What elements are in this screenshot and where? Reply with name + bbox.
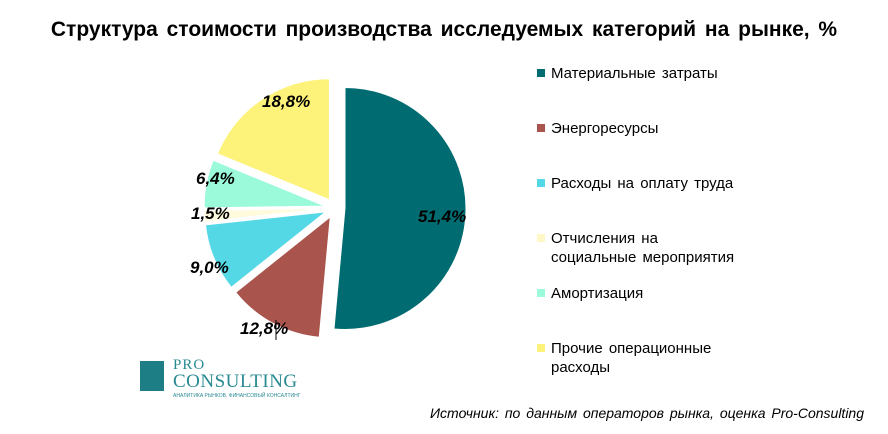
slice-label-3: 9,0% — [190, 258, 229, 277]
logo-pro-text: PRO — [173, 357, 206, 373]
slice-label-6: 18,8% — [262, 92, 310, 111]
logo-mark-icon — [140, 361, 164, 391]
slice-label-2: 12,8% — [240, 319, 288, 338]
legend-label-6: Прочие операционные расходы — [551, 340, 712, 376]
pie-slice-5 — [203, 159, 326, 209]
legend-item-4: Отчисления на социальные мероприятия — [537, 229, 734, 267]
slice-label-4: 1,5% — [191, 204, 230, 223]
legend-swatch-3 — [537, 179, 545, 187]
legend-item-6: Прочие операционные расходы — [537, 339, 711, 377]
pie-slice-3 — [204, 211, 328, 289]
legend-label-5: Амортизация — [551, 285, 644, 302]
logo-consulting-text: CONSULTING — [173, 371, 298, 392]
legend-item-3: Расходы на оплату труда — [537, 174, 733, 193]
chart-title: Структура стоимости производства исследу… — [50, 18, 838, 41]
legend-swatch-1 — [537, 69, 545, 77]
legend-swatch-5 — [537, 289, 545, 297]
logo-tagline: АНАЛИТИКА РЫНКОВ. ФИНАНСОВЫЙ КОНСАЛТИНГ — [173, 393, 301, 399]
legend-label-4: Отчисления на социальные мероприятия — [551, 230, 735, 266]
source-note: Источник: по данным операторов рынка, оц… — [430, 405, 864, 421]
pie-slice-6 — [216, 78, 330, 201]
legend-label-1: Материальные затраты — [551, 65, 718, 82]
legend-item-5: Амортизация — [537, 284, 643, 303]
legend-item-1: Материальные затраты — [537, 64, 718, 83]
slice-label-1: 51,4% — [418, 207, 466, 226]
legend-swatch-4 — [537, 234, 545, 242]
slice-label-5: 6,4% — [196, 169, 235, 188]
legend-swatch-2 — [537, 124, 545, 132]
pie-slice-4 — [203, 208, 326, 223]
pro-consulting-logo: PRO CONSULTING АНАЛИТИКА РЫНКОВ. ФИНАНСО… — [140, 357, 300, 402]
legend-item-2: Энергоресурсы — [537, 119, 658, 138]
legend-swatch-6 — [537, 344, 545, 352]
pie-slice-1 — [333, 86, 467, 330]
legend-label-3: Расходы на оплату труда — [551, 175, 734, 192]
legend-label-2: Энергоресурсы — [551, 120, 659, 137]
pie-slice-2 — [235, 215, 331, 338]
